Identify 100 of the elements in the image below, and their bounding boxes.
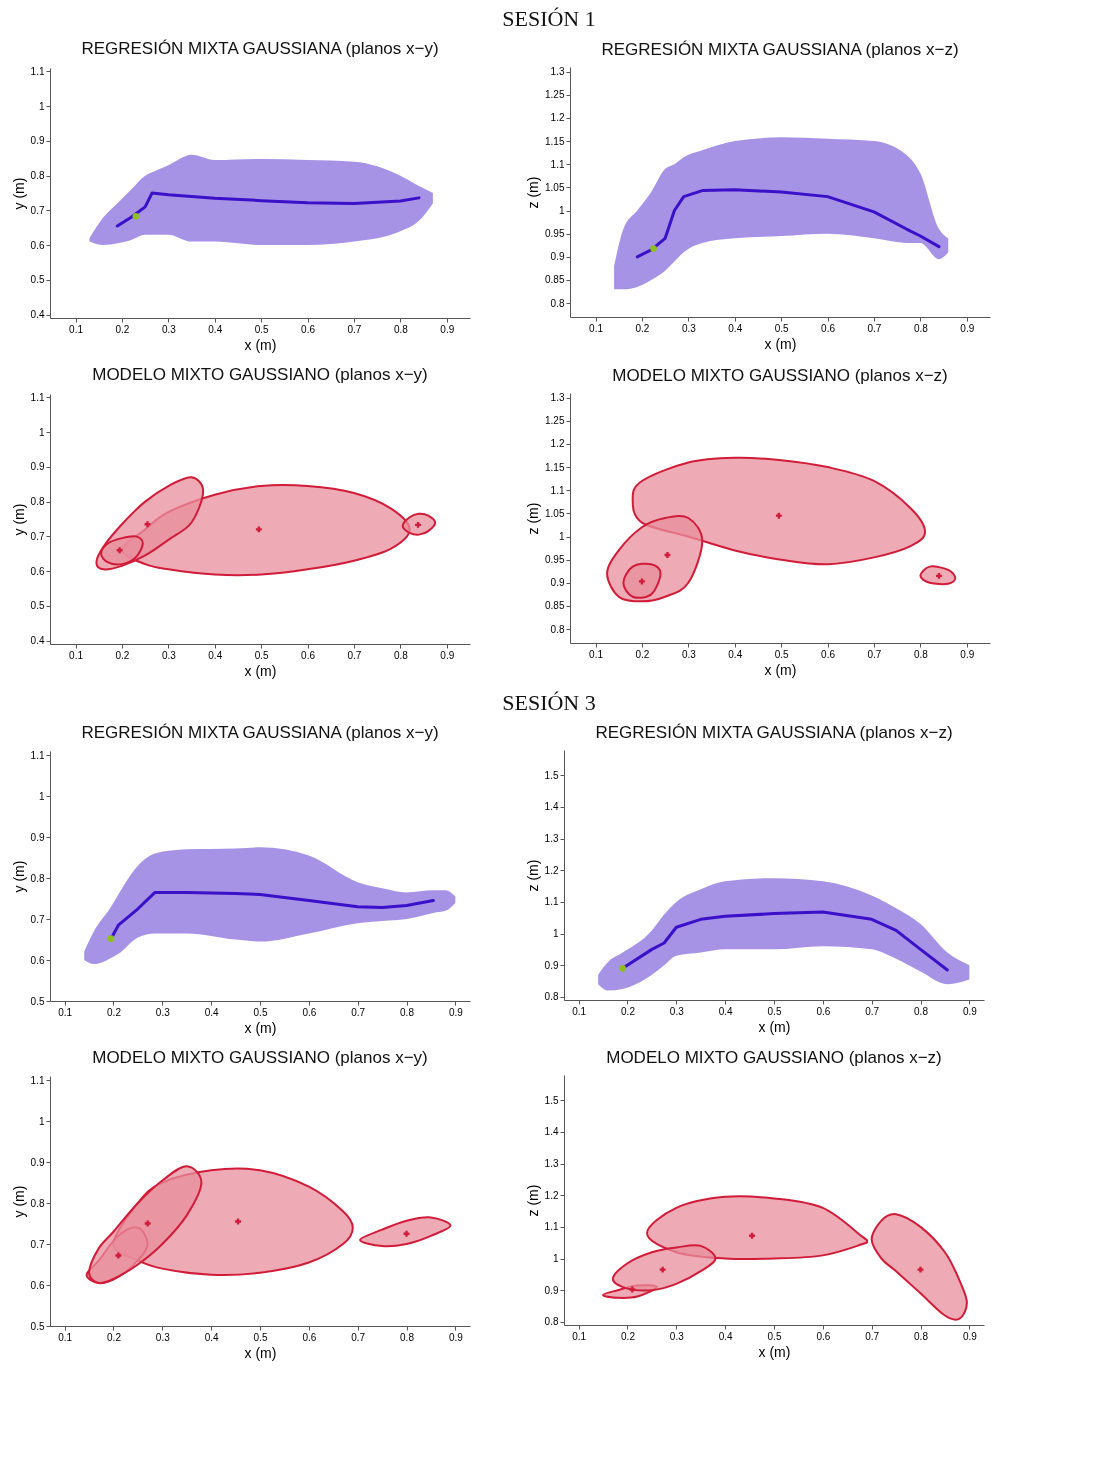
y-tick-label: 0.5 (30, 274, 45, 286)
y-tick-label: 0.6 (30, 1279, 45, 1291)
x-tick-label: 0.7 (347, 323, 362, 335)
y-tick-label: 0.8 (544, 1316, 559, 1328)
y-tick-label: 1.2 (544, 1189, 559, 1201)
y-tick-label: 1.15 (545, 461, 565, 473)
y-tick-label: 1 (38, 790, 45, 802)
y-tick-label: 0.6 (30, 239, 45, 251)
x-tick-label: 0.6 (301, 649, 316, 661)
y-tick-label: 0.95 (545, 554, 565, 566)
x-tick-label: 0.2 (621, 1005, 636, 1017)
x-tick-label: 0.6 (302, 1331, 317, 1343)
y-tick-label: 0.85 (545, 274, 565, 286)
x-tick-label: 0.4 (718, 1330, 734, 1342)
x-tick-label: 0.9 (440, 649, 455, 661)
y-tick-label: 1.1 (30, 1074, 45, 1086)
x-tick-label: 0.8 (914, 1005, 929, 1017)
y-axis-title: y (m) (10, 503, 27, 536)
y-tick-label: 1 (552, 1253, 559, 1265)
y-tick-label: 1.2 (550, 438, 565, 450)
x-tick-label: 0.3 (681, 322, 697, 334)
x-axis-title: x (m) (764, 661, 797, 678)
x-tick-label: 0.6 (301, 323, 316, 335)
x-axis-title: x (m) (758, 1343, 791, 1360)
x-tick-label: 0.4 (204, 1331, 220, 1343)
x-tick-label: 0.2 (115, 323, 130, 335)
y-tick-label: 0.9 (30, 831, 45, 843)
x-tick-label: 0.8 (400, 1006, 415, 1018)
y-tick-label: 0.9 (30, 135, 45, 147)
x-tick-label: 0.2 (635, 648, 650, 660)
x-tick-label: 0.5 (767, 1005, 782, 1017)
x-tick-label: 0.3 (155, 1331, 171, 1343)
x-tick-label: 0.6 (821, 322, 836, 334)
x-tick-label: 0.9 (962, 1330, 978, 1342)
x-tick-label: 0.9 (448, 1006, 464, 1018)
y-axis-title: y (m) (10, 860, 27, 893)
x-tick-label: 0.4 (204, 1006, 220, 1018)
y-tick-label: 1.2 (544, 864, 559, 876)
y-tick-label: 0.95 (545, 228, 565, 240)
y-tick-label: 0.8 (30, 170, 45, 182)
y-tick-label: 0.8 (30, 496, 45, 508)
x-tick-label: 0.1 (589, 648, 604, 660)
y-tick-label: 0.6 (30, 565, 45, 577)
x-tick-label: 0.4 (718, 1005, 734, 1017)
x-tick-label: 0.8 (393, 649, 409, 661)
x-tick-label: 0.2 (621, 1330, 636, 1342)
y-tick-label: 0.9 (544, 1284, 559, 1296)
x-tick-label: 0.1 (572, 1330, 587, 1342)
chart-title: MODELO MIXTO GAUSSIANO (planos x−z) (612, 365, 948, 385)
chart-title: REGRESIÓN MIXTA GAUSSIANA (planos x−z) (601, 39, 959, 59)
y-tick-label: 0.85 (545, 600, 565, 612)
x-tick-label: 0.3 (155, 1006, 171, 1018)
x-tick-label: 0.4 (208, 649, 223, 661)
x-tick-label: 0.3 (681, 648, 697, 660)
y-tick-label: 1.3 (544, 1158, 559, 1170)
x-tick-label: 0.5 (254, 649, 270, 661)
x-tick-label: 0.7 (865, 1005, 880, 1017)
x-tick-label: 0.4 (208, 323, 223, 335)
x-tick-label: 0.3 (161, 649, 177, 661)
y-tick-label: 0.5 (30, 1320, 45, 1332)
x-tick-label: 0.2 (107, 1006, 122, 1018)
y-tick-label: 1.1 (30, 749, 45, 761)
x-tick-label: 0.5 (253, 1006, 268, 1018)
y-tick-label: 0.8 (550, 297, 565, 309)
x-tick-label: 0.6 (821, 648, 836, 660)
x-tick-label: 0.5 (774, 648, 790, 660)
y-tick-label: 1.5 (544, 1094, 559, 1106)
chart-title: REGRESIÓN MIXTA GAUSSIANA (planos x−y) (81, 723, 439, 743)
y-tick-label: 1.1 (550, 484, 565, 496)
y-tick-label: 1.1 (30, 65, 45, 77)
y-tick-label: 0.8 (544, 991, 559, 1003)
x-tick-label: 0.7 (351, 1006, 366, 1018)
y-tick-label: 1.3 (550, 392, 565, 404)
x-tick-label: 0.8 (914, 1330, 929, 1342)
x-tick-label: 0.1 (58, 1006, 73, 1018)
chart-title: MODELO MIXTO GAUSSIANO (planos x−z) (606, 1048, 942, 1067)
y-tick-label: 0.9 (30, 461, 45, 473)
y-axis-title: z (m) (525, 176, 542, 209)
x-tick-label: 0.2 (115, 649, 130, 661)
y-tick-label: 1 (38, 426, 45, 438)
x-tick-label: 0.9 (960, 322, 975, 334)
y-tick-label: 0.4 (30, 635, 45, 647)
x-tick-label: 0.1 (589, 322, 604, 334)
x-tick-label: 0.1 (69, 649, 84, 661)
y-tick-label: 0.9 (550, 577, 565, 589)
x-tick-label: 0.6 (816, 1005, 831, 1017)
x-tick-label: 0.7 (351, 1331, 366, 1343)
x-tick-label: 0.8 (393, 323, 409, 335)
y-tick-label: 1.4 (544, 1126, 559, 1138)
y-tick-label: 1.3 (544, 833, 559, 845)
chart-title: REGRESIÓN MIXTA GAUSSIANA (planos x−z) (595, 723, 953, 742)
y-tick-label: 1.1 (544, 1221, 559, 1233)
y-tick-label: 0.7 (30, 204, 45, 216)
x-axis-title: x (m) (244, 1344, 277, 1361)
y-tick-label: 1.4 (544, 801, 559, 813)
y-axis-title: z (m) (524, 859, 541, 892)
x-tick-label: 0.2 (635, 322, 650, 334)
x-tick-label: 0.5 (774, 322, 790, 334)
x-axis-title: x (m) (244, 662, 277, 679)
x-tick-label: 0.7 (347, 649, 362, 661)
